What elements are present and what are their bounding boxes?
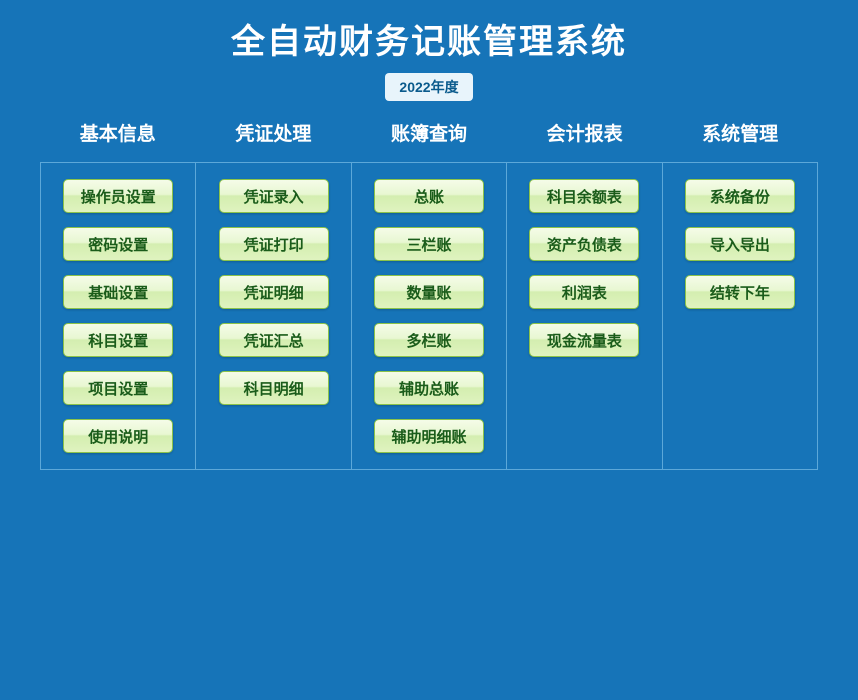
subject-detail-button[interactable]: 科目明细 — [219, 371, 329, 405]
usage-instructions-button[interactable]: 使用说明 — [63, 419, 173, 453]
header: 全自动财务记账管理系统 2022年度 — [0, 0, 858, 101]
column-system: 系统备份 导入导出 结转下年 — [663, 163, 817, 469]
voucher-entry-button[interactable]: 凭证录入 — [219, 179, 329, 213]
carry-forward-button[interactable]: 结转下年 — [685, 275, 795, 309]
multi-column-ledger-button[interactable]: 多栏账 — [374, 323, 484, 357]
category-header-ledger: 账簿查询 — [351, 119, 507, 146]
category-header-system: 系统管理 — [662, 119, 818, 146]
column-basic: 操作员设置 密码设置 基础设置 科目设置 项目设置 使用说明 — [41, 163, 196, 469]
auxiliary-general-ledger-button[interactable]: 辅助总账 — [374, 371, 484, 405]
column-voucher: 凭证录入 凭证打印 凭证明细 凭证汇总 科目明细 — [196, 163, 351, 469]
category-header-report: 会计报表 — [507, 119, 663, 146]
year-badge: 2022年度 — [385, 73, 472, 101]
basic-settings-button[interactable]: 基础设置 — [63, 275, 173, 309]
auxiliary-detail-ledger-button[interactable]: 辅助明细账 — [374, 419, 484, 453]
password-settings-button[interactable]: 密码设置 — [63, 227, 173, 261]
column-ledger: 总账 三栏账 数量账 多栏账 辅助总账 辅助明细账 — [352, 163, 507, 469]
category-header-voucher: 凭证处理 — [196, 119, 352, 146]
balance-sheet-button[interactable]: 资产负债表 — [529, 227, 639, 261]
columns-container: 操作员设置 密码设置 基础设置 科目设置 项目设置 使用说明 凭证录入 凭证打印… — [40, 162, 818, 470]
system-backup-button[interactable]: 系统备份 — [685, 179, 795, 213]
general-ledger-button[interactable]: 总账 — [374, 179, 484, 213]
three-column-ledger-button[interactable]: 三栏账 — [374, 227, 484, 261]
column-report: 科目余额表 资产负债表 利润表 现金流量表 — [507, 163, 662, 469]
subject-balance-button[interactable]: 科目余额表 — [529, 179, 639, 213]
category-headers-row: 基本信息 凭证处理 账簿查询 会计报表 系统管理 — [0, 119, 858, 146]
cash-flow-button[interactable]: 现金流量表 — [529, 323, 639, 357]
operator-settings-button[interactable]: 操作员设置 — [63, 179, 173, 213]
import-export-button[interactable]: 导入导出 — [685, 227, 795, 261]
voucher-print-button[interactable]: 凭证打印 — [219, 227, 329, 261]
voucher-detail-button[interactable]: 凭证明细 — [219, 275, 329, 309]
quantity-ledger-button[interactable]: 数量账 — [374, 275, 484, 309]
profit-statement-button[interactable]: 利润表 — [529, 275, 639, 309]
project-settings-button[interactable]: 项目设置 — [63, 371, 173, 405]
page-title: 全自动财务记账管理系统 — [0, 14, 858, 63]
category-header-basic: 基本信息 — [40, 119, 196, 146]
voucher-summary-button[interactable]: 凭证汇总 — [219, 323, 329, 357]
subject-settings-button[interactable]: 科目设置 — [63, 323, 173, 357]
